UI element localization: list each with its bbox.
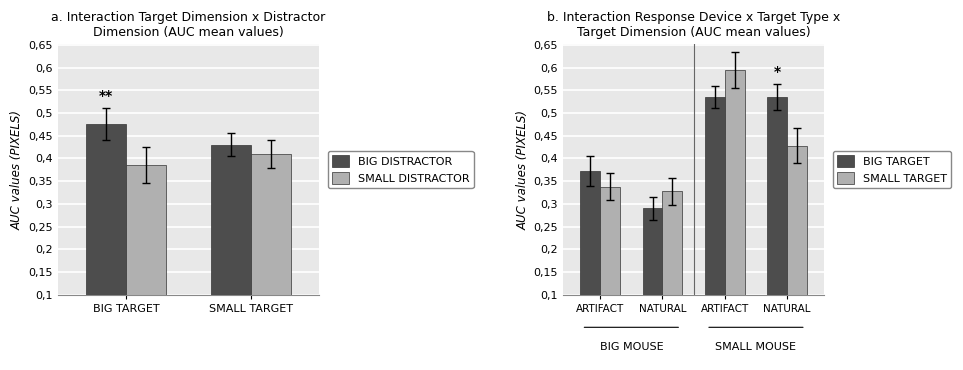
Bar xyxy=(787,146,807,340)
Title: b. Interaction Response Device x Target Type x
Target Dimension (AUC mean values: b. Interaction Response Device x Target … xyxy=(547,11,841,39)
Bar xyxy=(87,124,126,340)
Bar xyxy=(600,186,620,340)
Bar xyxy=(211,145,251,340)
Text: BIG MOUSE: BIG MOUSE xyxy=(600,342,664,352)
Bar xyxy=(642,208,663,340)
Bar xyxy=(581,171,600,340)
Legend: BIG DISTRACTOR, SMALL DISTRACTOR: BIG DISTRACTOR, SMALL DISTRACTOR xyxy=(327,151,474,188)
Text: **: ** xyxy=(99,89,114,103)
Bar xyxy=(705,97,725,340)
Title: a. Interaction Target Dimension x Distractor
Dimension (AUC mean values): a. Interaction Target Dimension x Distra… xyxy=(51,11,325,39)
Y-axis label: AUC values (PIXELS): AUC values (PIXELS) xyxy=(516,110,529,230)
Legend: BIG TARGET, SMALL TARGET: BIG TARGET, SMALL TARGET xyxy=(833,151,951,188)
Text: *: * xyxy=(773,65,781,79)
Bar xyxy=(768,97,787,340)
Bar xyxy=(251,154,291,340)
Y-axis label: AUC values (PIXELS): AUC values (PIXELS) xyxy=(12,110,24,230)
Bar xyxy=(725,70,744,340)
Bar xyxy=(126,165,167,340)
Bar xyxy=(663,191,683,340)
Text: SMALL MOUSE: SMALL MOUSE xyxy=(716,342,796,352)
